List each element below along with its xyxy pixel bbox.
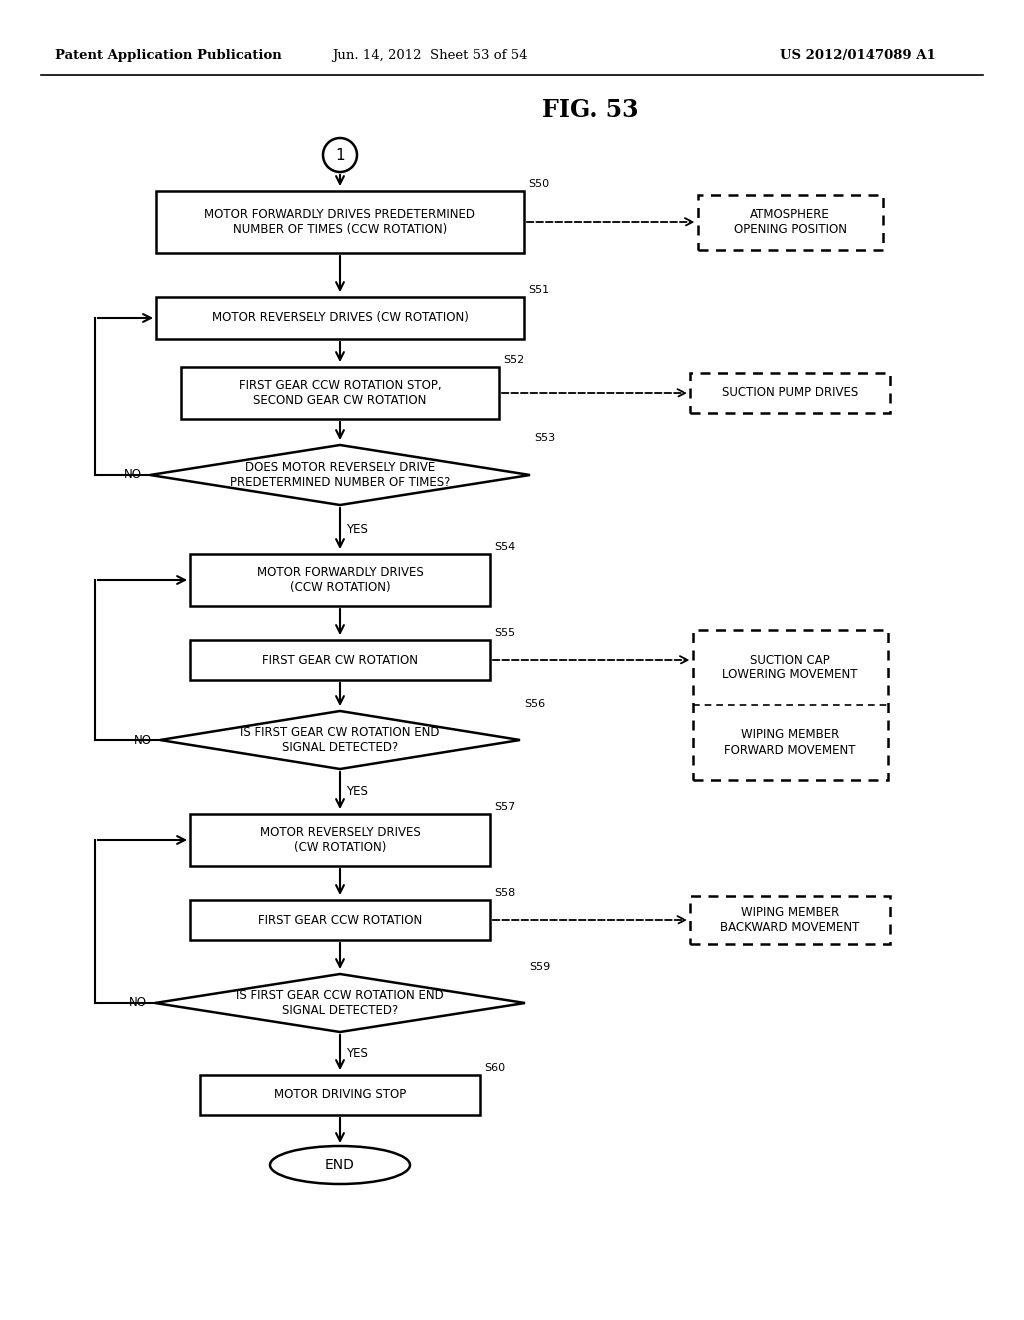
- Text: IS FIRST GEAR CCW ROTATION END
SIGNAL DETECTED?: IS FIRST GEAR CCW ROTATION END SIGNAL DE…: [237, 989, 443, 1016]
- Text: FIRST GEAR CCW ROTATION: FIRST GEAR CCW ROTATION: [258, 913, 422, 927]
- Text: S51: S51: [528, 285, 549, 294]
- Text: MOTOR REVERSELY DRIVES
(CW ROTATION): MOTOR REVERSELY DRIVES (CW ROTATION): [260, 826, 421, 854]
- Ellipse shape: [270, 1146, 410, 1184]
- Text: MOTOR DRIVING STOP: MOTOR DRIVING STOP: [273, 1089, 407, 1101]
- Circle shape: [323, 139, 357, 172]
- Text: NO: NO: [134, 734, 152, 747]
- Text: S50: S50: [528, 180, 549, 189]
- Text: S52: S52: [503, 355, 524, 366]
- Text: S54: S54: [494, 543, 515, 552]
- Text: S60: S60: [484, 1063, 505, 1073]
- Polygon shape: [160, 711, 520, 770]
- FancyBboxPatch shape: [690, 374, 890, 413]
- Text: YES: YES: [346, 785, 368, 799]
- Text: WIPING MEMBER
BACKWARD MOVEMENT: WIPING MEMBER BACKWARD MOVEMENT: [720, 906, 860, 935]
- Text: 1: 1: [335, 148, 345, 162]
- Text: S55: S55: [494, 628, 515, 638]
- FancyBboxPatch shape: [200, 1074, 480, 1115]
- Text: S59: S59: [529, 962, 550, 972]
- Text: S57: S57: [494, 803, 515, 812]
- Text: SUCTION PUMP DRIVES: SUCTION PUMP DRIVES: [722, 387, 858, 400]
- Text: Patent Application Publication: Patent Application Publication: [55, 49, 282, 62]
- Text: ATMOSPHERE
OPENING POSITION: ATMOSPHERE OPENING POSITION: [733, 209, 847, 236]
- FancyBboxPatch shape: [692, 630, 888, 780]
- Text: S53: S53: [534, 433, 555, 444]
- Text: YES: YES: [346, 1047, 368, 1060]
- Text: S58: S58: [494, 888, 515, 898]
- FancyBboxPatch shape: [181, 367, 499, 418]
- FancyBboxPatch shape: [156, 297, 524, 339]
- Text: DOES MOTOR REVERSELY DRIVE
PREDETERMINED NUMBER OF TIMES?: DOES MOTOR REVERSELY DRIVE PREDETERMINED…: [229, 461, 451, 488]
- Text: FIRST GEAR CCW ROTATION STOP,
SECOND GEAR CW ROTATION: FIRST GEAR CCW ROTATION STOP, SECOND GEA…: [239, 379, 441, 407]
- Text: END: END: [325, 1158, 355, 1172]
- Text: NO: NO: [129, 997, 147, 1010]
- FancyBboxPatch shape: [190, 640, 490, 680]
- Polygon shape: [150, 445, 530, 506]
- Text: NO: NO: [124, 469, 142, 482]
- Text: IS FIRST GEAR CW ROTATION END
SIGNAL DETECTED?: IS FIRST GEAR CW ROTATION END SIGNAL DET…: [241, 726, 439, 754]
- FancyBboxPatch shape: [697, 194, 883, 249]
- Text: S56: S56: [524, 700, 545, 709]
- FancyBboxPatch shape: [156, 191, 524, 253]
- Text: MOTOR FORWARDLY DRIVES PREDETERMINED
NUMBER OF TIMES (CCW ROTATION): MOTOR FORWARDLY DRIVES PREDETERMINED NUM…: [205, 209, 475, 236]
- Text: Jun. 14, 2012  Sheet 53 of 54: Jun. 14, 2012 Sheet 53 of 54: [332, 49, 527, 62]
- FancyBboxPatch shape: [190, 900, 490, 940]
- Text: FIG. 53: FIG. 53: [542, 98, 638, 121]
- Text: FIRST GEAR CW ROTATION: FIRST GEAR CW ROTATION: [262, 653, 418, 667]
- Text: YES: YES: [346, 523, 368, 536]
- FancyBboxPatch shape: [690, 896, 890, 944]
- Text: US 2012/0147089 A1: US 2012/0147089 A1: [780, 49, 936, 62]
- Text: SUCTION CAP
LOWERING MOVEMENT: SUCTION CAP LOWERING MOVEMENT: [722, 653, 858, 681]
- FancyBboxPatch shape: [190, 554, 490, 606]
- Text: MOTOR REVERSELY DRIVES (CW ROTATION): MOTOR REVERSELY DRIVES (CW ROTATION): [212, 312, 468, 325]
- Text: WIPING MEMBER
FORWARD MOVEMENT: WIPING MEMBER FORWARD MOVEMENT: [724, 729, 856, 756]
- Polygon shape: [155, 974, 525, 1032]
- FancyBboxPatch shape: [190, 814, 490, 866]
- Text: MOTOR FORWARDLY DRIVES
(CCW ROTATION): MOTOR FORWARDLY DRIVES (CCW ROTATION): [257, 566, 423, 594]
